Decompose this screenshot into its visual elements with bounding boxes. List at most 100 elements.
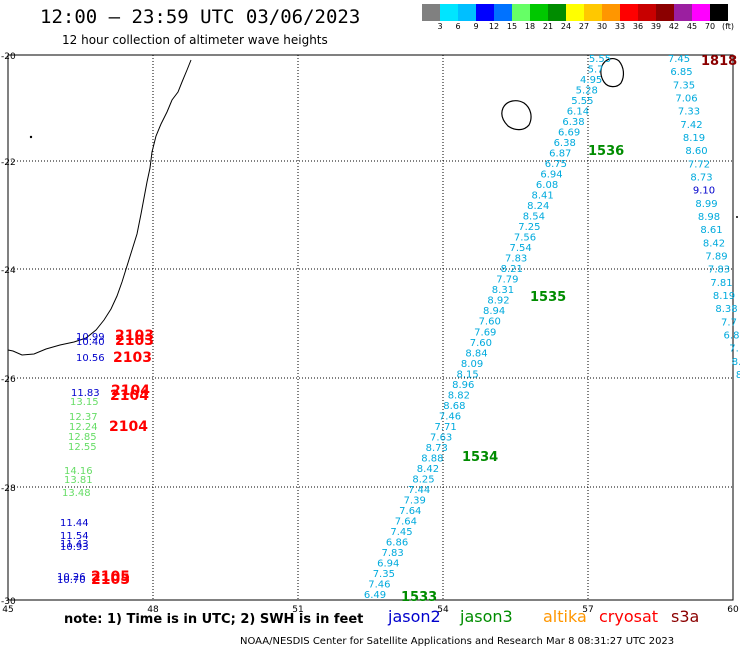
swh-value: 8.96 <box>452 380 474 391</box>
swh-value: 12.55 <box>68 442 97 453</box>
swh-value: 5.55 <box>589 54 611 65</box>
color-scale-tick: 70 <box>704 22 716 31</box>
swh-value: 8.42 <box>703 238 725 249</box>
swh-value: 7.71 <box>434 422 456 433</box>
swh-value: 6.14 <box>567 107 589 118</box>
swh-value: 8.38 <box>715 304 737 315</box>
swh-value: 6.8 <box>724 331 740 342</box>
pass-id-label: 2103 <box>113 350 152 366</box>
swh-value: 7.44 <box>408 485 430 496</box>
footer-credit: NOAA/NESDIS Center for Satellite Applica… <box>240 636 675 647</box>
color-swatch <box>584 4 602 21</box>
color-scale-tick: 21 <box>542 22 554 31</box>
color-scale-bar <box>422 4 728 21</box>
swh-value: 13.81 <box>64 475 93 486</box>
color-scale-ticks: 3 6 9 12 15 18 21 24 27 30 33 36 39 42 45 70 (ft) <box>422 22 740 34</box>
swh-value: 7.46 <box>368 579 390 590</box>
color-swatch <box>458 4 476 21</box>
color-swatch <box>494 4 512 21</box>
swh-value: 7.45 <box>668 54 690 65</box>
color-swatch <box>692 4 710 21</box>
swh-value: 8.19 <box>683 133 705 144</box>
swh-value: 12.85 <box>68 432 97 443</box>
swh-value: 13.48 <box>62 488 91 499</box>
swh-value: 7.72 <box>688 159 710 170</box>
longitude-label: 48 <box>147 605 159 615</box>
map-frame <box>7 54 734 601</box>
color-swatch <box>512 4 530 21</box>
pass-id-label: 2105 <box>91 572 130 588</box>
swh-value: 7.06 <box>675 94 697 105</box>
swh-value: 11.44 <box>60 518 89 529</box>
swh-value: 8 <box>736 370 740 381</box>
color-scale-tick: 39 <box>650 22 662 31</box>
swh-value: 7.54 <box>509 243 531 254</box>
swh-value: 7.7 <box>721 317 737 328</box>
color-scale-tick: 12 <box>488 22 500 31</box>
color-swatch <box>638 4 656 21</box>
color-swatch <box>710 4 728 21</box>
swh-value: 7.83 <box>708 265 730 276</box>
swh-value: 12.37 <box>69 412 98 423</box>
swh-value: 8.31 <box>492 285 514 296</box>
map-title: 12:00 – 23:59 UTC 03/06/2023 <box>40 6 361 28</box>
longitude-label: 45 <box>2 605 13 615</box>
small-island-dot <box>29 135 33 139</box>
swh-value: 11.83 <box>71 388 100 399</box>
color-scale-tick: 42 <box>668 22 680 31</box>
mauritius-island <box>600 58 625 88</box>
color-scale-tick: (ft) <box>721 22 735 31</box>
pass-id-label: 1535 <box>530 290 566 305</box>
latitude-label: -22 <box>1 158 16 168</box>
small-island-dot <box>736 216 738 218</box>
longitude-label: 57 <box>582 605 593 615</box>
swh-value: 7.56 <box>514 233 536 244</box>
pass-id-label: 2104 <box>111 383 150 399</box>
swh-value: 7.69 <box>474 327 496 338</box>
swh-value: 7.39 <box>404 495 426 506</box>
latitude-label: -24 <box>1 266 16 276</box>
color-swatch <box>602 4 620 21</box>
swh-value: 7.42 <box>680 120 702 131</box>
swh-value: 6.87 <box>549 149 571 160</box>
longitude-label: 60 <box>727 605 739 615</box>
color-scale-tick: 18 <box>524 22 536 31</box>
swh-value: 7.89 <box>705 252 727 263</box>
swh-value: 7.63 <box>430 432 452 443</box>
swh-value: 8.98 <box>698 212 720 223</box>
longitude-label: 54 <box>437 605 449 615</box>
color-swatch <box>440 4 458 21</box>
swh-value: 10.99 <box>76 332 105 343</box>
swh-value: 7.45 <box>390 527 412 538</box>
satellite-name-s3a: s3a <box>671 607 700 626</box>
swh-value: 7.33 <box>678 107 700 118</box>
swh-value: 7.81 <box>710 278 732 289</box>
latitude-label: -28 <box>1 484 16 494</box>
map-labels: 5.555.74.955.285.556.146.386.696.386.876… <box>57 54 740 605</box>
swh-value: 6.85 <box>670 67 692 78</box>
swh-value: 8.92 <box>487 296 509 307</box>
swh-value: 8.09 <box>461 359 483 370</box>
swh-value: 10.93 <box>60 542 89 553</box>
swh-value: 8.94 <box>483 306 505 317</box>
satellite-name-jason3: jason3 <box>460 607 513 626</box>
swh-value: 7.79 <box>496 275 518 286</box>
madagascar-coastline <box>7 59 192 356</box>
swh-value: 10.26 <box>57 572 86 583</box>
swh-value: 8.60 <box>685 146 707 157</box>
color-scale-tick: 27 <box>578 22 590 31</box>
swh-value: 7. <box>729 344 739 355</box>
color-scale-tick: 33 <box>614 22 626 31</box>
swh-value: 10.70 <box>57 575 86 586</box>
color-swatch <box>548 4 566 21</box>
color-scale-tick: 45 <box>686 22 698 31</box>
swh-value: 6.69 <box>558 128 580 139</box>
color-scale-tick: 15 <box>506 22 518 31</box>
reunion-island <box>501 100 532 131</box>
swh-value: 6.86 <box>386 537 408 548</box>
swh-value: 8.21 <box>501 264 523 275</box>
swh-value: 8.82 <box>448 390 470 401</box>
swh-value: 5.7 <box>588 65 604 76</box>
swh-value: 7.64 <box>395 516 417 527</box>
swh-value: 8.41 <box>532 191 554 202</box>
